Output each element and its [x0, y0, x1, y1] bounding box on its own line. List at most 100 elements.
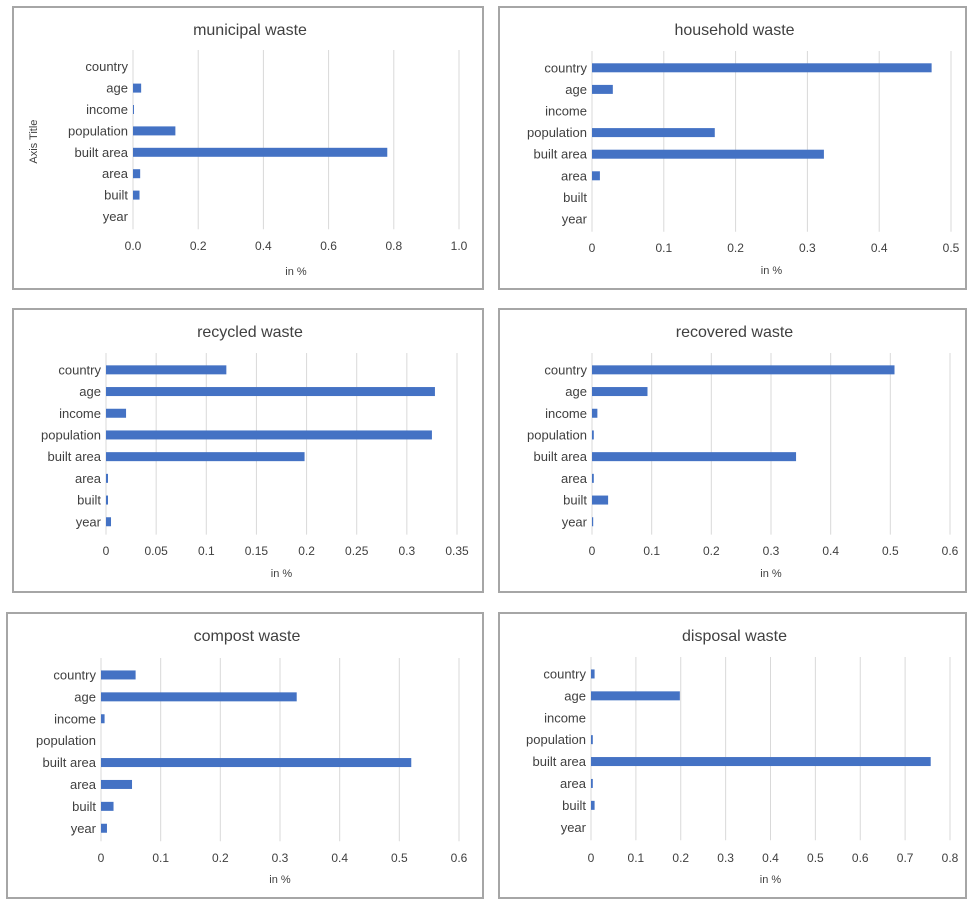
category-label: area	[561, 168, 588, 183]
category-label: population	[41, 427, 101, 442]
category-label: country	[53, 667, 96, 682]
x-axis-title: in %	[269, 874, 291, 886]
bar-population	[591, 735, 593, 745]
bar-age	[133, 83, 142, 93]
category-label: built area	[534, 449, 588, 464]
x-tick-label: 0.2	[298, 544, 315, 558]
bar-built	[592, 495, 609, 505]
x-tick-label: 0.5	[391, 851, 408, 865]
category-label: population	[527, 427, 587, 442]
x-tick-label: 0.6	[942, 544, 959, 558]
x-tick-label: 0.8	[385, 239, 402, 253]
category-label: country	[58, 362, 101, 377]
bar-area	[101, 779, 133, 789]
category-label: income	[544, 710, 586, 725]
chart-title: recycled waste	[197, 324, 303, 341]
x-tick-label: 0.3	[399, 544, 416, 558]
bar-built-area	[106, 452, 305, 462]
x-tick-label: 0.4	[255, 239, 272, 253]
category-label: income	[59, 406, 101, 421]
category-label: country	[544, 362, 587, 377]
bar-built-area	[133, 147, 388, 157]
x-tick-label: 0.2	[190, 239, 207, 253]
x-axis-title: in %	[760, 568, 782, 580]
x-tick-label: 0.1	[628, 851, 645, 865]
x-tick-label: 0	[589, 544, 596, 558]
x-tick-label: 0.4	[331, 851, 348, 865]
category-label: age	[74, 689, 96, 704]
bar-country	[101, 670, 136, 680]
category-label: built	[563, 190, 587, 205]
chart-disposal-waste: disposal waste 0 0.1 0.2 0.3 0.4 0.5 0.6 0.7 0.8 c…	[526, 628, 959, 886]
category-label: built	[77, 493, 101, 508]
bar-income	[101, 714, 105, 724]
category-label: population	[68, 123, 128, 138]
chart-title: recovered waste	[676, 324, 793, 341]
bar-population	[133, 126, 176, 136]
bar-age	[106, 387, 435, 397]
bar-area	[592, 473, 594, 483]
bar-built-area	[591, 757, 931, 767]
x-tick-label: 0.2	[727, 241, 744, 255]
chart-compost-waste: compost waste 0 0.1 0.2 0.3 0.4 0.5 0.6 country a…	[36, 628, 468, 886]
x-tick-label: 0.1	[152, 851, 169, 865]
x-tick-label: 0.5	[943, 241, 960, 255]
category-label: built area	[534, 147, 588, 162]
chart-title: compost waste	[194, 628, 301, 645]
x-tick-label: 0.2	[672, 851, 689, 865]
bar-population	[592, 430, 594, 440]
category-label: built area	[533, 754, 587, 769]
x-tick-label: 0.3	[717, 851, 734, 865]
x-axis-title: in %	[271, 568, 293, 580]
x-tick-label: 0	[103, 544, 110, 558]
bar-age	[592, 84, 613, 94]
x-tick-label: 0	[588, 851, 595, 865]
chart-panel-recycled-waste: recycled waste 0 0.05 0.1 0.15 0.2 0.25 0.3 0.35…	[12, 308, 484, 593]
category-label: area	[560, 776, 587, 791]
bar-built-area	[101, 758, 412, 768]
chart-title: disposal waste	[682, 628, 787, 645]
category-label: area	[70, 777, 97, 792]
category-label: income	[86, 102, 128, 117]
x-tick-label: 0.3	[799, 241, 816, 255]
bar-built-area	[592, 452, 797, 462]
x-tick-label: 0.1	[655, 241, 672, 255]
category-label: area	[561, 471, 588, 486]
bar-built	[133, 190, 140, 200]
category-label: built	[104, 188, 128, 203]
bar-built	[106, 495, 109, 505]
x-tick-label: 0.2	[703, 544, 720, 558]
chart-panel-recovered-waste: recovered waste 0 0.1 0.2 0.3 0.4 0.5 0.6 countr…	[498, 308, 967, 593]
bar-country	[106, 365, 227, 375]
category-label: year	[562, 212, 588, 227]
chart-title: municipal waste	[193, 22, 307, 39]
category-label: year	[561, 820, 587, 835]
category-label: year	[103, 209, 129, 224]
bar-population	[592, 128, 715, 138]
category-label: built area	[43, 755, 97, 770]
bar-age	[591, 691, 680, 701]
category-label: age	[565, 82, 587, 97]
x-axis-title: in %	[760, 874, 782, 886]
x-tick-label: 0.25	[345, 544, 369, 558]
category-label: built area	[48, 449, 102, 464]
category-label: built area	[75, 145, 129, 160]
x-tick-label: 0.15	[245, 544, 269, 558]
x-axis-title: in %	[761, 265, 783, 277]
bar-area	[592, 171, 600, 181]
bar-built	[591, 800, 595, 810]
x-tick-label: 0.6	[852, 851, 869, 865]
category-label: age	[565, 384, 587, 399]
chart-household-waste: household waste 0 0.1 0.2 0.3 0.4 0.5 country ag…	[527, 22, 960, 277]
bar-age	[592, 387, 648, 397]
bar-income	[592, 408, 598, 418]
x-tick-label: 0.05	[144, 544, 168, 558]
bar-area	[591, 778, 593, 788]
x-tick-label: 0.3	[272, 851, 289, 865]
category-label: country	[85, 59, 128, 74]
x-tick-label: 0.5	[882, 544, 899, 558]
category-label: country	[543, 666, 586, 681]
chart-panel-municipal-waste: municipal waste 0.0 0.2 0.4 0.6 0.8 1.0 country…	[12, 6, 484, 290]
bar-year	[101, 823, 107, 833]
x-tick-label: 0.4	[871, 241, 888, 255]
